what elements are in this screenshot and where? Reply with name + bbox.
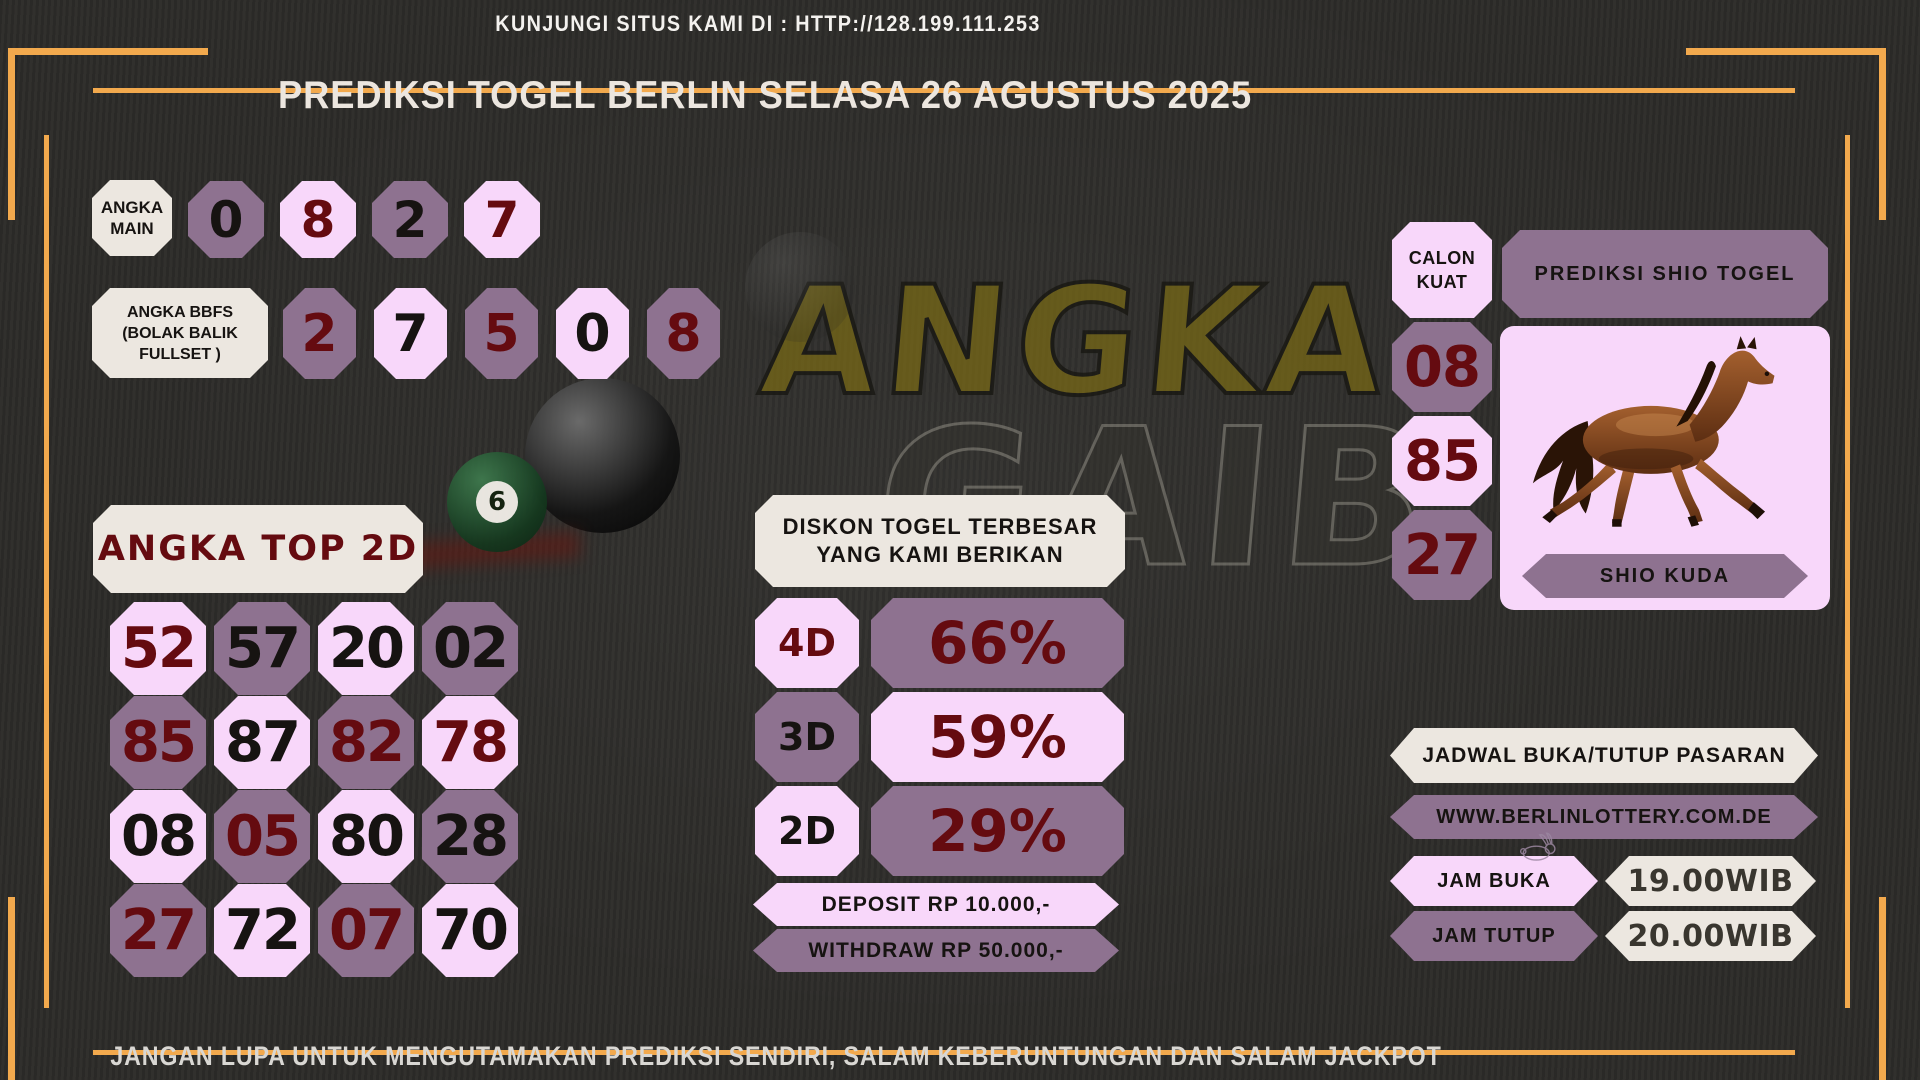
top2d-cell: 07	[318, 884, 414, 977]
shio-numbers: 08 85 27	[1392, 322, 1492, 600]
angka-main-digit: 0	[188, 181, 264, 258]
top2d-cell: 78	[422, 696, 518, 789]
deposit-banner: DEPOSIT RP 10.000,-	[753, 883, 1119, 926]
jadwal-rows: JAM BUKA 19.00WIB JAM TUTUP 20.00WIB	[1390, 856, 1816, 966]
shio-number: 08	[1392, 322, 1492, 412]
top2d-cell: 20	[318, 602, 414, 695]
diskon-row: 2D 29%	[755, 786, 1124, 876]
top2d-cell: 05	[214, 790, 310, 883]
bbfs-digit: 7	[374, 288, 447, 379]
ball-green: 6	[447, 452, 547, 552]
angka-main-digit: 7	[464, 181, 540, 258]
jadwal-row-time: 19.00WIB	[1605, 856, 1816, 906]
bbfs-digit: 2	[283, 288, 356, 379]
top2d-cell: 02	[422, 602, 518, 695]
diskon-rows: 4D 66% 3D 59% 2D 29%	[755, 598, 1124, 880]
corner-br-v	[1879, 897, 1886, 1080]
diskon-percent: 66%	[871, 598, 1124, 688]
angka-main-digit: 2	[372, 181, 448, 258]
top2d-cell: 72	[214, 884, 310, 977]
bracket-tl-v	[8, 48, 15, 220]
bbfs-digit: 0	[556, 288, 629, 379]
calon-kuat-badge: CALON KUAT	[1392, 222, 1492, 318]
top2d-cell: 87	[214, 696, 310, 789]
top2d-cell: 27	[110, 884, 206, 977]
rabbit-doodle	[1519, 832, 1556, 861]
bbfs-digit: 5	[465, 288, 538, 379]
bracket-tl-h	[8, 48, 208, 55]
diskon-percent: 29%	[871, 786, 1124, 876]
jadwal-row: JAM BUKA 19.00WIB	[1390, 856, 1816, 906]
diskon-row: 3D 59%	[755, 692, 1124, 782]
bracket-tr-h	[1686, 48, 1886, 55]
shio-panel-title: PREDIKSI SHIO TOGEL	[1502, 230, 1828, 318]
bbfs-label: ANGKA BBFS (BOLAK BALIK FULLSET )	[92, 288, 268, 378]
diskon-label: 2D	[755, 786, 859, 876]
top2d-panel: ANGKA TOP 2D	[93, 505, 423, 593]
top2d-cell: 52	[110, 602, 206, 695]
shio-kuda-banner: SHIO KUDA	[1522, 554, 1808, 598]
rule-top	[93, 88, 1795, 93]
top2d-cell: 85	[110, 696, 206, 789]
header-url: KUNJUNGI SITUS KAMI DI : HTTP://128.199.…	[495, 11, 1041, 36]
horse-image	[1532, 336, 1775, 527]
diskon-row: 4D 66%	[755, 598, 1124, 688]
shio-number: 85	[1392, 416, 1492, 506]
ball-black	[525, 378, 680, 533]
top2d-cell: 70	[422, 884, 518, 977]
withdraw-banner: WITHDRAW RP 50.000,-	[753, 929, 1119, 972]
diskon-label: 3D	[755, 692, 859, 782]
page-title: PREDIKSI TOGEL BERLIN SELASA 26 AGUSTUS …	[277, 74, 1253, 117]
top2d-cell: 08	[110, 790, 206, 883]
top2d-cell: 80	[318, 790, 414, 883]
diskon-label: 4D	[755, 598, 859, 688]
jadwal-row-time: 20.00WIB	[1605, 911, 1816, 961]
horse-card: SHIO KUDA	[1500, 326, 1830, 610]
bbfs-digit: 8	[647, 288, 720, 379]
angka-main-label: ANGKA MAIN	[92, 180, 172, 256]
shio-number: 27	[1392, 510, 1492, 600]
billiard-six-icon: 6	[476, 481, 518, 523]
jadwal-row-label: JAM TUTUP	[1390, 911, 1598, 961]
website-banner: WWW.BERLINLOTTERY.COM.DE	[1390, 795, 1818, 839]
ball-gray	[745, 232, 855, 342]
top2d-cell: 28	[422, 790, 518, 883]
edge-left-v	[44, 135, 49, 1008]
jadwal-row-label: JAM BUKA	[1390, 856, 1598, 906]
footer-note: JANGAN LUPA UNTUK MENGUTAMAKAN PREDIKSI …	[110, 1041, 1442, 1071]
diskon-percent: 59%	[871, 692, 1124, 782]
top2d-cell: 82	[318, 696, 414, 789]
top2d-grid: 52 57 20 02 85 87 82 78 08 05 80 28 27 72 07 70	[110, 602, 518, 977]
top2d-cell: 57	[214, 602, 310, 695]
corner-bl-v	[8, 897, 15, 1080]
rule-bottom	[93, 1050, 1795, 1055]
bracket-tr-v	[1879, 48, 1886, 220]
angka-main-digit: 8	[280, 181, 356, 258]
jadwal-title: JADWAL BUKA/TUTUP PASARAN	[1390, 728, 1818, 783]
edge-right-v	[1845, 135, 1850, 1008]
jadwal-row: JAM TUTUP 20.00WIB	[1390, 911, 1816, 961]
diskon-panel: DISKON TOGEL TERBESAR YANG KAMI BERIKAN	[755, 495, 1125, 587]
